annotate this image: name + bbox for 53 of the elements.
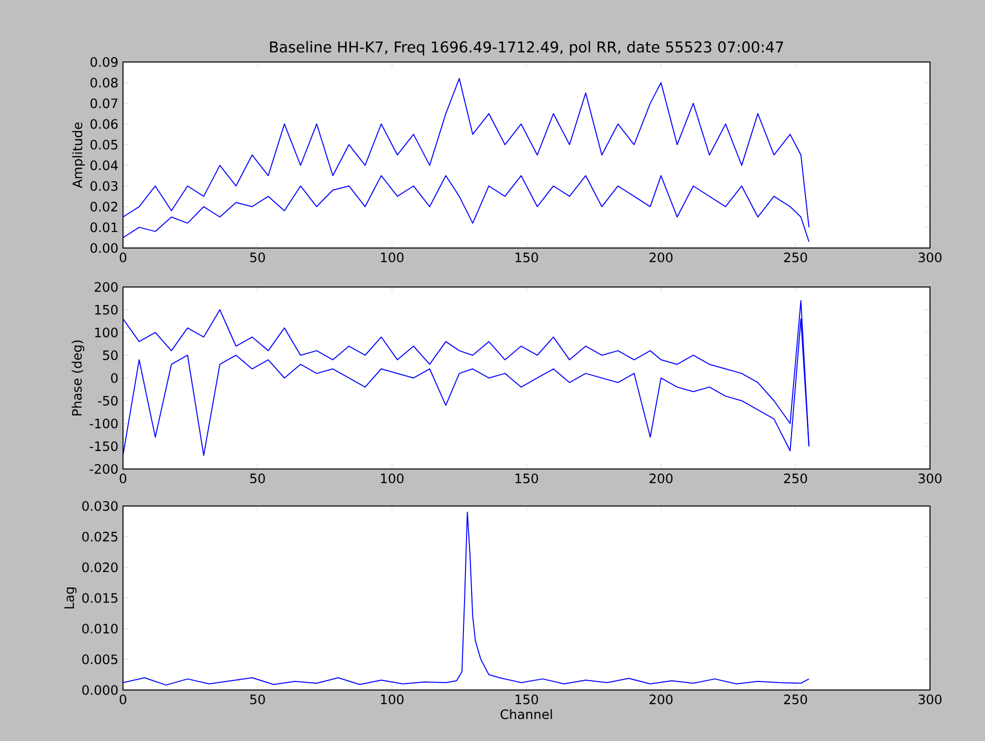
x-tick-label: 250	[784, 694, 807, 704]
y-tick-label: 150	[95, 304, 118, 315]
x-tick-label: 50	[250, 694, 265, 704]
x-tick-label: 250	[784, 252, 807, 262]
y-tick-label: 100	[95, 328, 118, 338]
x-tick-label: 150	[516, 694, 538, 704]
y-tick-label: 0.08	[90, 78, 118, 88]
x-tick-label: 100	[381, 474, 404, 484]
x-tick-label: 0	[120, 694, 126, 704]
y-axis-title: Phase (deg)	[72, 340, 84, 416]
x-tick-label: 250	[784, 474, 807, 484]
x-tick-label: 200	[650, 694, 672, 704]
x-tick-label: 300	[918, 694, 942, 704]
x-tick-label: 50	[250, 252, 265, 262]
y-tick-label: 0.00	[90, 243, 118, 253]
y-axis-title: Amplitude	[72, 122, 85, 188]
x-tick-label: 200	[650, 474, 672, 484]
y-tick-label: 0.04	[90, 160, 118, 170]
x-tick-label: 200	[650, 252, 672, 262]
x-tick-label: 100	[381, 694, 404, 704]
y-tick-label: 0.07	[90, 98, 118, 108]
chart-title: Baseline HH-K7, Freq 1696.49-1712.49, pol RR, date 55523 07:00:47	[270, 41, 784, 56]
y-tick-label: 0.02	[90, 202, 118, 212]
x-tick-label: 50	[250, 474, 265, 484]
x-tick-label: 0	[120, 252, 126, 262]
y-tick-label: 200	[94, 282, 118, 292]
y-tick-label: 0.030	[82, 501, 118, 511]
y-tick-label: 0.06	[90, 119, 118, 129]
x-tick-label: 300	[918, 474, 942, 484]
x-tick-label: 0	[120, 474, 126, 484]
y-tick-label: 0.020	[82, 562, 118, 572]
y-tick-label: 50	[103, 350, 118, 360]
y-tick-label: 0.015	[82, 593, 118, 603]
x-tick-label: 150	[516, 474, 538, 484]
y-tick-label: 0.005	[82, 654, 118, 664]
y-tick-label: 0.025	[82, 532, 118, 542]
y-tick-label: -150	[90, 441, 118, 452]
y-tick-label: 0.03	[90, 181, 118, 191]
x-tick-label: 150	[516, 252, 538, 262]
y-tick-label: -100	[90, 418, 118, 428]
y-tick-label: 0.05	[90, 140, 118, 150]
x-tick-label: 100	[381, 252, 404, 262]
x-axis-title: Channel	[500, 709, 552, 720]
y-axis-title: Lag	[64, 587, 77, 608]
y-tick-label: 0.01	[90, 222, 118, 232]
y-tick-label: 0.010	[82, 624, 118, 634]
y-tick-label: 0.000	[82, 685, 118, 695]
y-tick-label: 0	[111, 373, 118, 383]
y-tick-label: -200	[90, 464, 118, 474]
y-tick-label: 0.09	[90, 57, 118, 67]
x-tick-label: 300	[918, 252, 942, 262]
y-tick-label: -50	[98, 396, 118, 406]
line-series	[123, 78, 810, 228]
